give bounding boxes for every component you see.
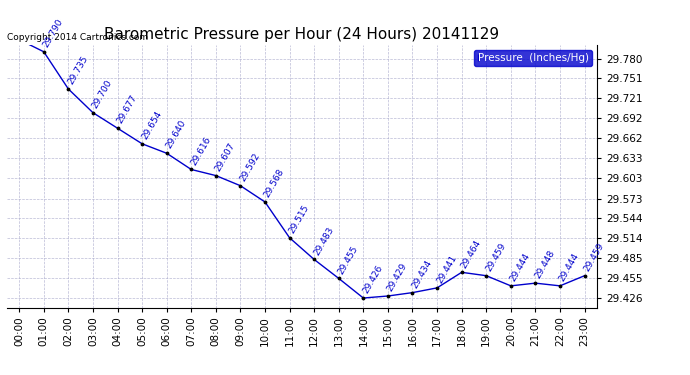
Text: 29.735: 29.735 [66, 54, 90, 86]
Text: 29.444: 29.444 [509, 252, 532, 283]
Text: 29.790: 29.790 [41, 17, 65, 49]
Text: 29.483: 29.483 [312, 225, 335, 256]
Text: 29.808: 29.808 [0, 374, 1, 375]
Text: 29.429: 29.429 [386, 262, 409, 293]
Text: 29.677: 29.677 [115, 94, 139, 125]
Text: 29.441: 29.441 [435, 254, 458, 285]
Text: 29.607: 29.607 [214, 141, 237, 173]
Text: 29.455: 29.455 [337, 244, 360, 276]
Text: 29.616: 29.616 [189, 135, 213, 167]
Text: 29.592: 29.592 [238, 151, 262, 183]
Title: Barometric Pressure per Hour (24 Hours) 20141129: Barometric Pressure per Hour (24 Hours) … [104, 27, 500, 42]
Text: 29.444: 29.444 [558, 252, 581, 283]
Text: 29.464: 29.464 [460, 238, 483, 270]
Text: 29.448: 29.448 [533, 249, 557, 280]
Text: 29.434: 29.434 [411, 258, 434, 290]
Text: 29.700: 29.700 [90, 78, 115, 110]
Text: 29.426: 29.426 [361, 264, 384, 295]
Text: 29.515: 29.515 [287, 203, 311, 235]
Text: 29.654: 29.654 [140, 110, 164, 141]
Legend: Pressure  (Inches/Hg): Pressure (Inches/Hg) [475, 50, 591, 66]
Text: 29.459: 29.459 [582, 241, 606, 273]
Text: Copyright 2014 Cartronics.com: Copyright 2014 Cartronics.com [7, 33, 148, 42]
Text: 29.568: 29.568 [263, 167, 286, 199]
Text: 29.459: 29.459 [484, 241, 507, 273]
Text: 29.640: 29.640 [164, 119, 188, 150]
